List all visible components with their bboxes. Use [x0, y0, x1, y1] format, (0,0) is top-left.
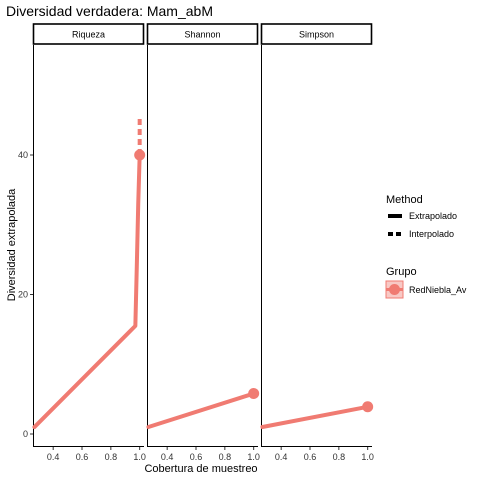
facet-strip: [260, 23, 373, 45]
x-tick-label: 0.4: [47, 452, 60, 462]
x-tick-label: 0.8: [105, 452, 118, 462]
x-tick-label: 0.8: [333, 452, 346, 462]
x-tick-label: 0.6: [304, 452, 317, 462]
x-tick-label: 0.8: [219, 452, 232, 462]
legend-group-key-point: [389, 284, 400, 295]
facet-panel-shannon: Shannon 0.4 0.6 0.8 1.0: [146, 23, 260, 462]
x-tick-label: 0.4: [275, 452, 288, 462]
legend: Method Extrapolado Interpolado Grupo Red…: [385, 194, 467, 299]
facet-strip-label: Simpson: [299, 30, 334, 40]
series-line-interpolado: [260, 404, 370, 430]
series-line-interpolado: [146, 391, 256, 430]
x-axis-label: Cobertura de muestreo: [144, 463, 257, 475]
y-tick-label: 40: [18, 150, 28, 160]
facet-strip: [32, 23, 145, 45]
legend-method-title: Method: [386, 194, 423, 206]
x-tick-label: 0.4: [161, 452, 174, 462]
facet-panel-simpson: Simpson 0.4 0.6 0.8 1.0: [260, 23, 374, 462]
facet-strip: [146, 23, 259, 45]
x-tick-label: 0.6: [76, 452, 89, 462]
legend-interpolado-label: Interpolado: [409, 229, 454, 239]
series-line-interpolado: [32, 153, 142, 430]
legend-extrapolado-label: Extrapolado: [409, 211, 457, 221]
x-tick-label: 1.0: [247, 452, 260, 462]
legend-group-label: RedNiebla_Av: [409, 285, 467, 295]
y-tick-label: 0: [23, 429, 28, 439]
observed-point: [362, 401, 374, 413]
legend-group-title: Grupo: [386, 266, 417, 278]
facet-panels: Riqueza 0 20 40 0.4 0.6 0.8 1.0 Shannon 0.4 0.6 0.8…: [18, 23, 374, 462]
x-tick-label: 0.6: [190, 452, 203, 462]
chart-title: Diversidad verdadera: Mam_abM: [6, 3, 213, 19]
facet-strip-label: Shannon: [184, 30, 220, 40]
observed-point: [248, 388, 260, 400]
y-axis-label: Diversidad extrapolada: [6, 188, 18, 301]
observed-point: [134, 149, 146, 161]
x-tick-label: 1.0: [133, 452, 146, 462]
facet-strip-label: Riqueza: [72, 30, 105, 40]
y-tick-label: 20: [18, 290, 28, 300]
facet-panel-riqueza: Riqueza 0 20 40 0.4 0.6 0.8 1.0: [18, 23, 146, 462]
x-tick-label: 1.0: [361, 452, 374, 462]
